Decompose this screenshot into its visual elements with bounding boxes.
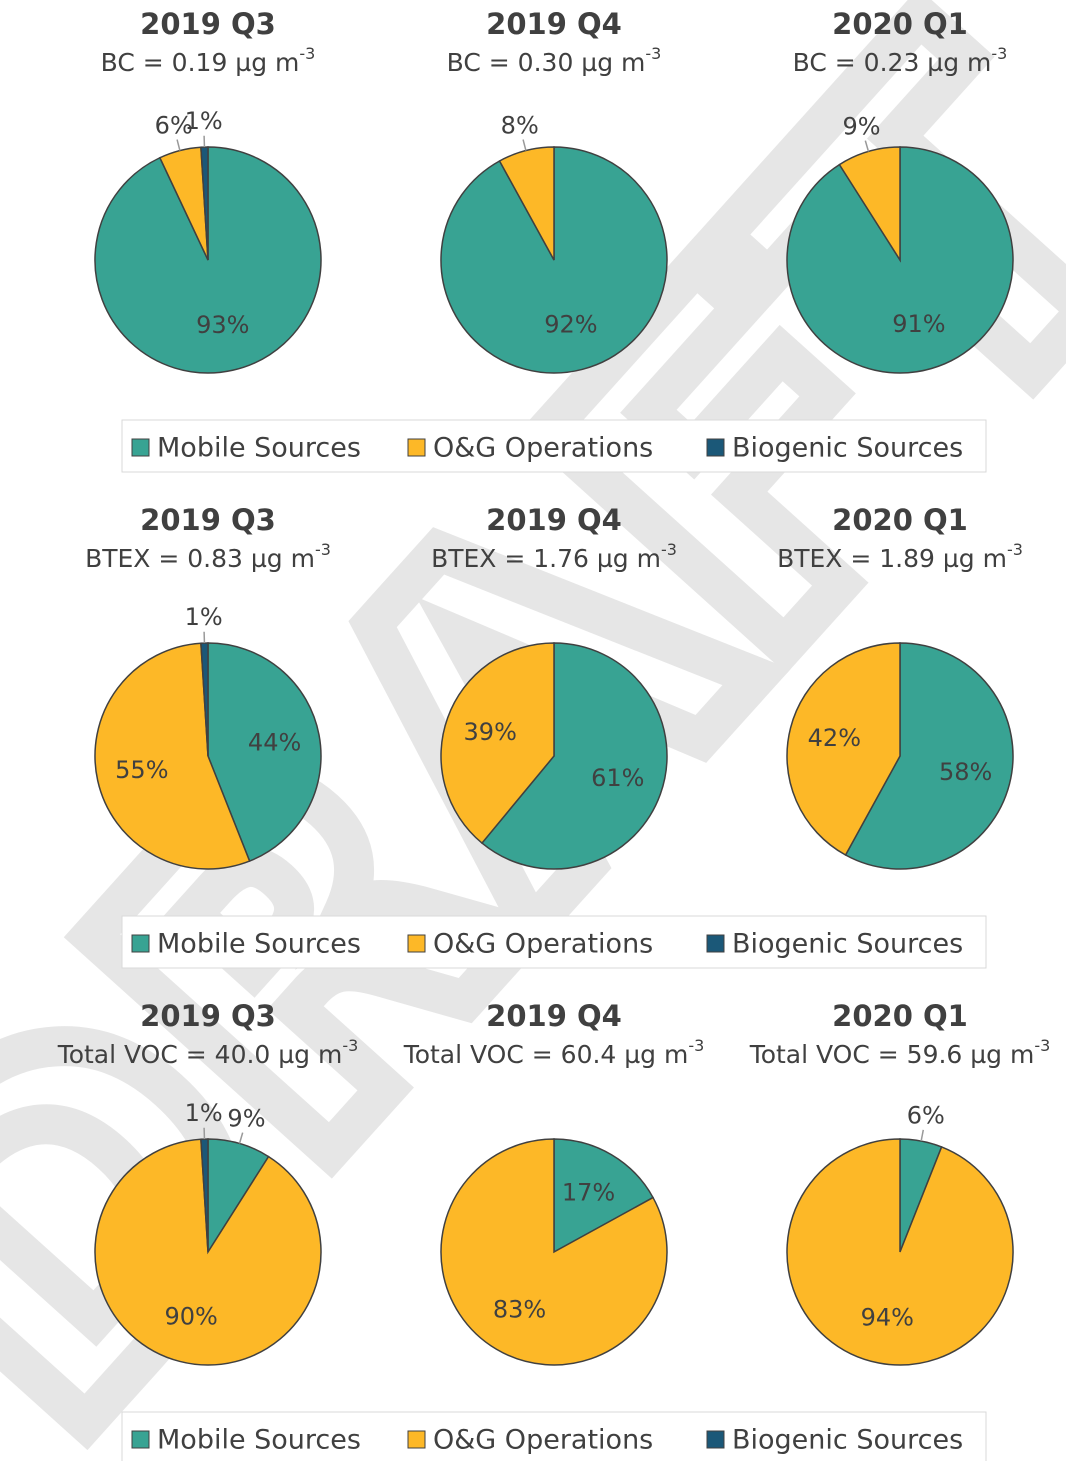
legend-swatch — [407, 438, 426, 457]
leader-line — [522, 139, 527, 151]
legend-label: Biogenic Sources — [732, 929, 963, 960]
subtitle-superscript: -3 — [661, 540, 677, 559]
pie-slice — [844, 642, 1014, 870]
chart-title: 2020 Q1 — [832, 999, 968, 1033]
pie-slice — [200, 642, 209, 757]
data-label: 91% — [892, 310, 945, 338]
chart-subtitle: BTEX = 1.89 µg m-3 — [777, 540, 1023, 574]
data-label: 83% — [493, 1295, 546, 1323]
data-label: 1% — [185, 107, 223, 135]
chart-title: 2019 Q4 — [486, 7, 622, 41]
chart-subtitle: Total VOC = 59.6 µg m-3 — [749, 1036, 1051, 1070]
data-label: 9% — [842, 113, 880, 141]
legend-label: Mobile Sources — [157, 433, 361, 464]
legend-swatch — [706, 934, 725, 953]
chart-subtitle: Total VOC = 40.0 µg m-3 — [57, 1036, 359, 1070]
chart-title: 2019 Q3 — [140, 7, 276, 41]
data-label: 17% — [562, 1179, 615, 1207]
subtitle-text: BC = 0.19 µg m — [101, 48, 300, 77]
pie-slice — [94, 1138, 322, 1366]
legend-label: O&G Operations — [433, 433, 653, 464]
subtitle-text: BTEX = 0.83 µg m — [85, 544, 315, 573]
subtitle-superscript: -3 — [299, 44, 315, 63]
data-label: 44% — [248, 728, 301, 756]
leader-line — [238, 1132, 244, 1144]
legend-label: Mobile Sources — [157, 929, 361, 960]
chart-title: 2019 Q3 — [140, 999, 276, 1033]
pie-slice — [94, 642, 251, 870]
data-label: 90% — [164, 1303, 217, 1331]
legend-box — [121, 1411, 987, 1461]
legend-swatch — [407, 1430, 426, 1449]
subtitle-superscript: -3 — [1034, 1036, 1050, 1055]
subtitle-text: Total VOC = 59.6 µg m — [749, 1040, 1035, 1069]
pie-slice — [200, 146, 209, 261]
pie-slice — [440, 1138, 668, 1366]
data-label: 6% — [155, 111, 193, 139]
pie-slice — [838, 146, 901, 263]
legend-box — [121, 915, 987, 969]
subtitle-text: BC = 0.23 µg m — [793, 48, 992, 77]
data-label: 58% — [939, 758, 992, 786]
legend-swatch — [131, 934, 150, 953]
legend-label: O&G Operations — [433, 929, 653, 960]
legend-label: Mobile Sources — [157, 1425, 361, 1456]
data-label: 93% — [196, 311, 249, 339]
chart-subtitle: BC = 0.23 µg m-3 — [793, 44, 1008, 78]
leader-line — [864, 140, 870, 152]
subtitle-superscript: -3 — [1007, 540, 1023, 559]
subtitle-superscript: -3 — [342, 1036, 358, 1055]
data-label: 42% — [808, 724, 861, 752]
chart-title: 2019 Q3 — [140, 503, 276, 537]
subtitle-superscript: -3 — [315, 540, 331, 559]
pie-slice — [553, 1138, 655, 1254]
data-label: 9% — [227, 1105, 265, 1133]
legend-box — [121, 419, 987, 473]
chart-subtitle: BTEX = 0.83 µg m-3 — [85, 540, 331, 574]
chart-title: 2019 Q4 — [486, 999, 622, 1033]
legend-swatch — [407, 934, 426, 953]
pie-slice — [440, 642, 555, 845]
chart-subtitle: Total VOC = 60.4 µg m-3 — [403, 1036, 705, 1070]
pie-slice — [498, 146, 555, 261]
data-label: 92% — [544, 311, 597, 339]
pie-slice — [480, 642, 668, 870]
leader-line — [920, 1129, 925, 1142]
subtitle-text: BTEX = 1.89 µg m — [777, 544, 1007, 573]
pie-slice — [786, 1138, 1014, 1366]
chart-title: 2020 Q1 — [832, 503, 968, 537]
subtitle-superscript: -3 — [991, 44, 1007, 63]
chart-subtitle: BC = 0.19 µg m-3 — [101, 44, 316, 78]
legend-label: Biogenic Sources — [732, 1425, 963, 1456]
chart-title: 2019 Q4 — [486, 503, 622, 537]
legend-swatch — [131, 438, 150, 457]
data-label: 55% — [115, 756, 168, 784]
legend-swatch — [131, 1430, 150, 1449]
data-label: 1% — [185, 603, 223, 631]
chart-subtitle: BTEX = 1.76 µg m-3 — [431, 540, 677, 574]
subtitle-text: BC = 0.30 µg m — [447, 48, 646, 77]
chart-subtitle: BC = 0.30 µg m-3 — [447, 44, 662, 78]
legend-swatch — [706, 438, 725, 457]
data-label: 8% — [501, 111, 539, 139]
data-label: 6% — [907, 1102, 945, 1130]
subtitle-superscript: -3 — [688, 1036, 704, 1055]
subtitle-superscript: -3 — [645, 44, 661, 63]
subtitle-text: BTEX = 1.76 µg m — [431, 544, 661, 573]
legend-label: O&G Operations — [433, 1425, 653, 1456]
pie-slice — [207, 642, 322, 863]
pie-slice — [786, 642, 901, 857]
legend-swatch — [706, 1430, 725, 1449]
subtitle-text: Total VOC = 60.4 µg m — [403, 1040, 689, 1069]
subtitle-text: Total VOC = 40.0 µg m — [57, 1040, 343, 1069]
data-label: 1% — [185, 1099, 223, 1127]
data-label: 61% — [591, 764, 644, 792]
leader-line — [176, 139, 181, 151]
data-label: 39% — [464, 718, 517, 746]
chart-title: 2020 Q1 — [832, 7, 968, 41]
data-label: 94% — [861, 1304, 914, 1332]
legend-label: Biogenic Sources — [732, 433, 963, 464]
